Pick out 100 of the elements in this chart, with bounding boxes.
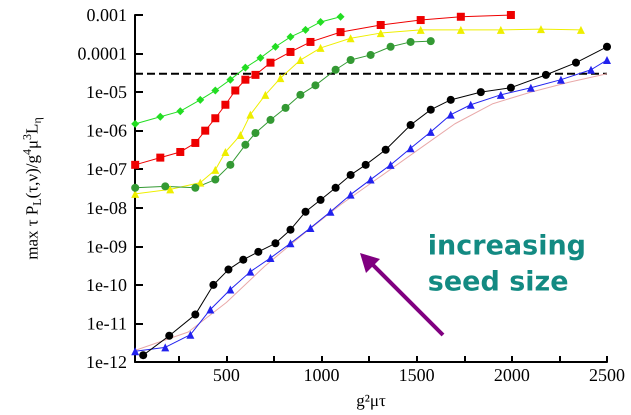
point xyxy=(246,110,254,119)
point xyxy=(316,196,325,204)
point xyxy=(446,110,455,119)
point xyxy=(191,310,200,319)
y-tick-label: 1e-05 xyxy=(86,82,127,102)
point xyxy=(236,131,244,140)
point xyxy=(346,34,355,42)
point xyxy=(206,306,214,314)
x-tick-label: 1000 xyxy=(304,365,340,385)
point xyxy=(251,129,260,137)
point xyxy=(496,26,505,34)
point xyxy=(456,26,465,34)
point xyxy=(603,42,611,51)
point xyxy=(406,144,415,152)
point xyxy=(266,58,275,67)
point xyxy=(176,107,184,116)
point xyxy=(286,226,294,234)
point xyxy=(221,148,230,156)
point xyxy=(156,154,164,162)
point xyxy=(256,54,264,62)
point xyxy=(139,351,148,360)
x-tick-label: 1500 xyxy=(398,365,435,385)
point xyxy=(376,29,385,38)
y-tick-label: 0.0001 xyxy=(78,44,127,64)
point xyxy=(426,106,435,114)
point xyxy=(587,66,596,74)
point xyxy=(542,70,550,79)
point xyxy=(224,266,232,274)
point xyxy=(254,248,262,256)
y-axis-title: max τ PL(τ,ν)/g4μ3Lη xyxy=(20,117,44,260)
point xyxy=(302,208,310,216)
point xyxy=(576,26,585,34)
point xyxy=(406,121,415,130)
x-tick-label: 2500 xyxy=(589,365,625,385)
y-tick-label: 1e-07 xyxy=(86,159,127,180)
point xyxy=(131,160,140,169)
y-tick-label: 1e-12 xyxy=(86,352,127,372)
point xyxy=(165,332,174,340)
y-tick-label: 1e-06 xyxy=(86,120,127,141)
point xyxy=(251,70,260,79)
point xyxy=(346,56,355,64)
x-tick-label: 2000 xyxy=(494,365,530,385)
point xyxy=(306,38,314,46)
point xyxy=(366,50,375,59)
point xyxy=(386,160,395,169)
point xyxy=(221,100,230,109)
y-tick-label: 1e-10 xyxy=(86,274,127,295)
point xyxy=(603,56,611,64)
point xyxy=(161,343,170,352)
point xyxy=(306,224,314,232)
y-tick-label: 1e-08 xyxy=(86,198,127,218)
point xyxy=(406,38,415,46)
point xyxy=(416,16,425,24)
point xyxy=(282,104,290,112)
point xyxy=(386,42,395,51)
x-tick-label: 500 xyxy=(212,365,240,385)
point xyxy=(131,184,140,192)
point xyxy=(271,42,280,51)
annotation: increasing seed size xyxy=(428,230,586,298)
point xyxy=(572,58,580,67)
point xyxy=(211,86,220,95)
point xyxy=(131,120,140,128)
point xyxy=(226,160,234,169)
point xyxy=(201,126,210,135)
point xyxy=(286,32,294,41)
point xyxy=(286,239,294,248)
point xyxy=(316,18,325,26)
point xyxy=(191,138,200,147)
point xyxy=(332,66,340,74)
point xyxy=(226,76,234,84)
point xyxy=(196,96,204,104)
point xyxy=(211,114,220,122)
point xyxy=(416,26,425,34)
point xyxy=(271,239,280,248)
point xyxy=(296,90,304,99)
point xyxy=(211,166,220,174)
point xyxy=(286,48,294,56)
point xyxy=(466,100,475,109)
point xyxy=(191,184,200,192)
point xyxy=(506,11,515,19)
point xyxy=(346,170,355,179)
y-tick-label: 1e-11 xyxy=(86,313,127,334)
y-tick-label: 1e-09 xyxy=(86,236,127,256)
point xyxy=(446,96,455,104)
point xyxy=(166,185,174,194)
point xyxy=(382,146,390,154)
point xyxy=(316,44,325,52)
point xyxy=(456,12,465,21)
point xyxy=(241,76,250,84)
point xyxy=(156,112,164,121)
point xyxy=(246,268,254,276)
point xyxy=(376,21,385,30)
point xyxy=(336,12,345,21)
point xyxy=(131,347,140,356)
point xyxy=(536,25,545,34)
point xyxy=(211,176,220,184)
point xyxy=(231,86,240,95)
point xyxy=(261,90,270,99)
point xyxy=(161,182,170,190)
point xyxy=(526,84,535,92)
